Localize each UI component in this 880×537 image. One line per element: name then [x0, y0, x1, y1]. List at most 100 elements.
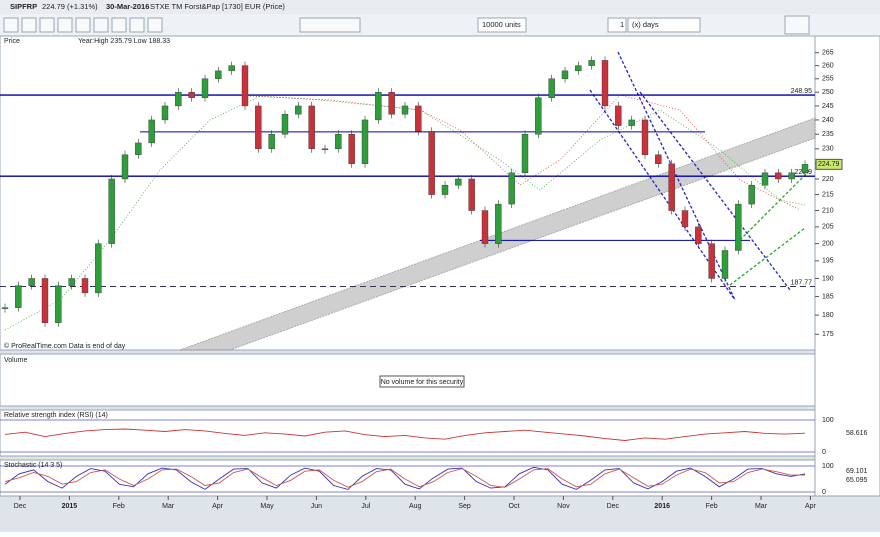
x-tick-label: Mar: [162, 503, 175, 510]
candle: [415, 105, 422, 132]
stoch-d-last: 65.095: [846, 477, 868, 484]
volume-message: No volume for this security: [381, 379, 464, 386]
candle: [775, 172, 782, 180]
tool-button[interactable]: [3, 17, 19, 33]
indicator-line: [4, 428, 806, 441]
title-bar: [0, 0, 880, 14]
period-unit: (x) days: [632, 20, 659, 29]
candle: [535, 97, 542, 135]
volume-label: Volume: [4, 357, 27, 364]
y-tick-label: 230: [822, 146, 834, 153]
tool-button[interactable]: [129, 17, 145, 33]
color-palette[interactable]: [299, 17, 361, 33]
tool-button[interactable]: [93, 17, 109, 33]
y-tick-label: 195: [822, 258, 834, 265]
trend-line: [729, 227, 806, 286]
x-tick-label: 2016: [654, 503, 670, 510]
rsi-label: Relative strength index (RSI) (14): [4, 412, 108, 419]
candle: [508, 172, 515, 205]
price-panel: [0, 35, 816, 351]
candle: [495, 203, 502, 244]
tool-button[interactable]: [111, 17, 127, 33]
channel-line: [639, 91, 791, 291]
x-tick-label: Aug: [409, 503, 422, 510]
tool-button[interactable]: [147, 17, 163, 33]
tool-button[interactable]: [21, 17, 37, 33]
candle: [308, 105, 315, 150]
stoch-k-last: 69.101: [846, 468, 868, 475]
candle: [55, 285, 62, 323]
candle: [335, 134, 342, 150]
trend-line: [739, 169, 811, 241]
candle: [708, 243, 715, 279]
units-box[interactable]: [477, 17, 527, 33]
candle: [255, 105, 262, 150]
candle: [641, 119, 649, 155]
y-tick-label: 0: [822, 449, 826, 456]
y-tick-label: 235: [822, 131, 834, 138]
copyright: © ProRealTime.com Data is end of day: [4, 342, 126, 350]
chart-type-button[interactable]: [784, 15, 810, 35]
tool-button[interactable]: [75, 17, 91, 33]
candle: [468, 178, 475, 211]
tool-button[interactable]: [57, 17, 73, 33]
x-tick-label: Dec: [607, 503, 620, 510]
candle: [28, 278, 35, 286]
last-tag: [815, 158, 843, 170]
candle: [575, 65, 582, 72]
level-label: 187.77: [791, 279, 813, 286]
candle: [188, 92, 195, 98]
level-label: 248.95: [791, 88, 813, 95]
period-count-box[interactable]: [607, 17, 627, 33]
candle: [748, 184, 755, 205]
x-tick-label: Jul: [361, 503, 370, 510]
candle: [695, 226, 702, 244]
candle: [401, 105, 409, 115]
candle: [148, 119, 155, 144]
y-tick-label: 190: [822, 275, 834, 282]
x-tick-label: Oct: [509, 503, 520, 510]
x-tick-label: May: [260, 503, 274, 510]
candle: [68, 278, 75, 286]
axis-column: [814, 35, 880, 497]
candle: [628, 119, 635, 126]
candle: [655, 154, 662, 164]
y-tick-label: 175: [822, 331, 834, 338]
stoch-label: Stochastic (14 3 5): [4, 462, 62, 469]
rsi-panel: [0, 409, 816, 457]
tool-button[interactable]: [39, 17, 55, 33]
candle: [801, 164, 809, 174]
candle: [268, 134, 275, 150]
candle: [561, 70, 569, 79]
y-tick-label: 260: [822, 62, 834, 69]
candle: [375, 92, 382, 121]
moving-average: [249, 94, 801, 211]
stoch-panel: [0, 459, 816, 497]
candle: [761, 172, 769, 186]
candle: [455, 178, 462, 186]
x-tick-label: Jun: [311, 503, 322, 510]
description: STXE TM Forst&Pap [1730] EUR (Price): [150, 2, 285, 11]
indicator-line: [4, 466, 806, 490]
period-unit-box[interactable]: [627, 17, 701, 33]
candle: [108, 178, 115, 244]
candle: [15, 285, 22, 308]
candle: [521, 134, 529, 174]
y-tick-label: 210: [822, 207, 834, 214]
y-tick-label: 265: [822, 50, 834, 57]
units: 10000 units: [482, 20, 521, 29]
candle: [348, 134, 355, 164]
price-info: Year:High 235.79 Low 188.33: [78, 38, 170, 45]
x-tick-label: Nov: [557, 503, 570, 510]
y-tick-label: 250: [822, 89, 834, 96]
x-tick-label: Feb: [706, 503, 718, 510]
candle: [321, 148, 329, 151]
candle: [548, 78, 555, 98]
candle: [788, 172, 795, 180]
y-tick-label: 185: [822, 293, 834, 300]
candle: [228, 65, 235, 72]
y-tick-label: 240: [822, 117, 834, 124]
candle: [735, 203, 742, 251]
y-tick-label: 100: [822, 463, 834, 470]
